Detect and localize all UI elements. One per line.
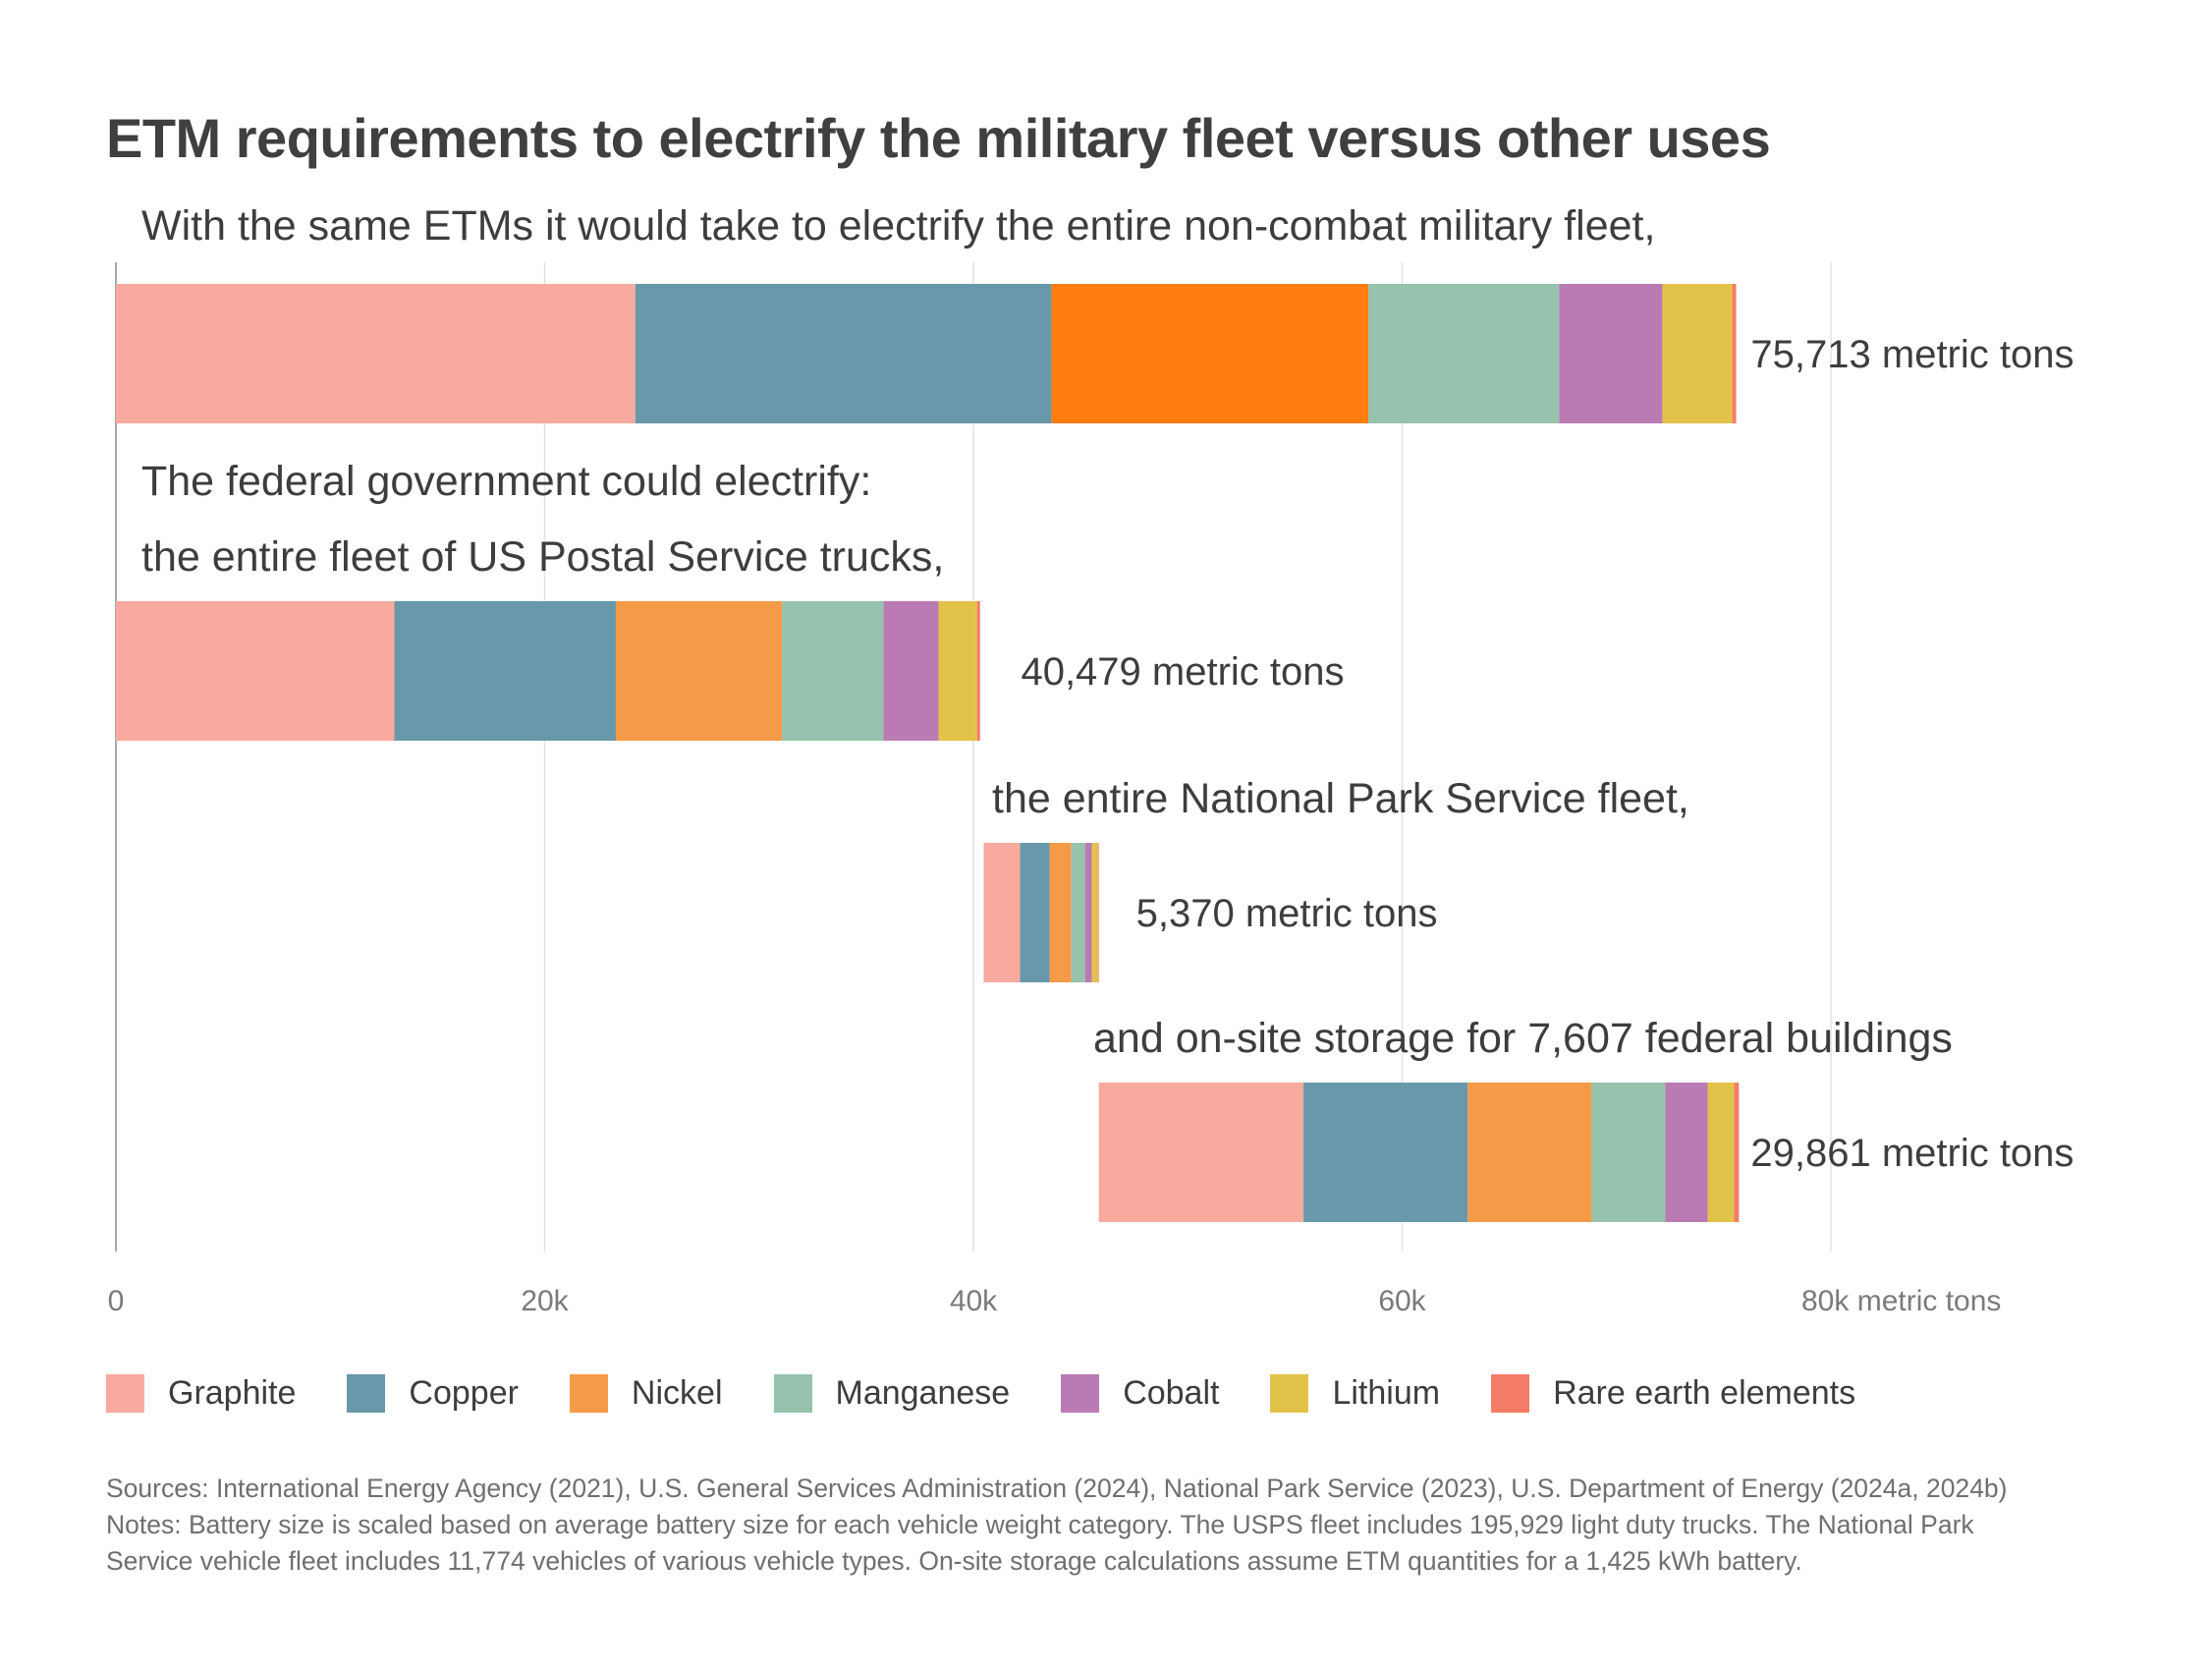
bar-buildings xyxy=(1098,1083,1740,1222)
bar-segment-lithium xyxy=(1091,843,1098,982)
annotation-buildings: and on-site storage for 7,607 federal bu… xyxy=(1093,1015,1953,1062)
legend-item-nickel: Nickel xyxy=(569,1374,723,1413)
legend-label: Rare earth elements xyxy=(1553,1374,1856,1412)
annotation-military: With the same ETMs it would take to elec… xyxy=(141,202,1656,250)
legend-label: Manganese xyxy=(835,1374,1011,1412)
x-tick-label: 0 xyxy=(108,1285,125,1317)
bar-segment-rare-earth-elements xyxy=(1097,843,1099,982)
legend-label: Copper xyxy=(409,1374,519,1412)
legend-label: Graphite xyxy=(168,1374,297,1412)
total-label-military: 75,713 metric tons xyxy=(1750,333,2074,376)
total-label-buildings: 29,861 metric tons xyxy=(1750,1132,2074,1175)
sources-line: Sources: International Energy Agency (20… xyxy=(106,1474,2008,1503)
bar-segment-lithium xyxy=(1707,1083,1735,1222)
legend-item-rare-earth: Rare earth elements xyxy=(1491,1374,1855,1413)
legend-label: Lithium xyxy=(1332,1374,1441,1412)
chart-title: ETM requirements to electrify the milita… xyxy=(106,107,1771,169)
legend-label: Nickel xyxy=(631,1374,723,1412)
bar-segment-cobalt xyxy=(1084,843,1092,982)
bar-segment-copper xyxy=(394,601,616,741)
legend-item-lithium: Lithium xyxy=(1270,1374,1440,1413)
bar-nps xyxy=(983,843,1099,982)
legend-item-manganese: Manganese xyxy=(773,1374,1011,1413)
bar-segment-rare-earth-elements xyxy=(976,601,980,741)
bar-segment-rare-earth-elements xyxy=(1732,284,1737,423)
x-tick-label: 20k xyxy=(521,1285,569,1317)
total-label-nps: 5,370 metric tons xyxy=(1136,892,1438,935)
legend-item-cobalt: Cobalt xyxy=(1061,1374,1219,1413)
notes-line: Service vehicle fleet includes 11,774 ve… xyxy=(106,1546,1802,1576)
legend-swatch-copper xyxy=(347,1374,386,1413)
bar-segment-manganese xyxy=(1368,284,1560,423)
bar-usps xyxy=(116,601,980,741)
bar-segment-graphite xyxy=(116,601,395,741)
bar-segment-manganese xyxy=(1591,1083,1666,1222)
bar-segment-cobalt xyxy=(883,601,939,741)
bar-segment-graphite xyxy=(983,843,1021,982)
bar-military xyxy=(116,284,1737,423)
bar-segment-cobalt xyxy=(1559,284,1663,423)
x-tick-label: 40k xyxy=(950,1285,998,1317)
bar-segment-nickel xyxy=(1051,284,1369,423)
bar-segment-nickel xyxy=(1467,1083,1592,1222)
legend: Graphite Copper Nickel Manganese Cobalt … xyxy=(106,1374,1907,1413)
bar-segment-graphite xyxy=(116,284,636,423)
legend-item-graphite: Graphite xyxy=(106,1374,296,1413)
bar-segment-manganese xyxy=(782,601,884,741)
x-tick-label: 60k xyxy=(1378,1285,1426,1317)
bar-segment-nickel xyxy=(1049,843,1072,982)
bars xyxy=(116,284,1740,1222)
legend-swatch-nickel xyxy=(569,1374,608,1413)
bar-segment-copper xyxy=(635,284,1052,423)
total-labels: 75,713 metric tons 40,479 metric tons 5,37… xyxy=(1021,333,2074,1175)
legend-swatch-rare-earth xyxy=(1491,1374,1530,1413)
bar-segment-manganese xyxy=(1071,843,1085,982)
annotation-federal-intro: The federal government could electrify: xyxy=(141,458,872,505)
bar-segment-lithium xyxy=(1662,284,1733,423)
x-axis-ticks: 0 20k 40k 60k 80k metric tons xyxy=(108,1285,2002,1317)
bar-segment-cobalt xyxy=(1665,1083,1708,1222)
legend-swatch-lithium xyxy=(1270,1374,1309,1413)
legend-swatch-graphite xyxy=(106,1374,144,1413)
bar-segment-copper xyxy=(1020,843,1050,982)
notes-line: Notes: Battery size is scaled based on a… xyxy=(106,1510,1974,1539)
legend-swatch-cobalt xyxy=(1061,1374,1100,1413)
legend-swatch-manganese xyxy=(773,1374,812,1413)
annotation-nps: the entire National Park Service fleet, xyxy=(992,775,1689,822)
legend-item-copper: Copper xyxy=(347,1374,519,1413)
bar-segment-nickel xyxy=(615,601,783,741)
total-label-usps: 40,479 metric tons xyxy=(1021,650,1344,694)
legend-label: Cobalt xyxy=(1123,1374,1220,1412)
bar-segment-rare-earth-elements xyxy=(1734,1083,1740,1222)
annotation-usps: the entire fleet of US Postal Service tr… xyxy=(141,533,945,581)
bar-segment-lithium xyxy=(938,601,977,741)
x-tick-label: 80k metric tons xyxy=(1801,1285,2001,1317)
source-notes: Sources: International Energy Agency (20… xyxy=(106,1471,2008,1580)
bar-segment-graphite xyxy=(1098,1083,1304,1222)
bar-segment-copper xyxy=(1303,1083,1468,1222)
